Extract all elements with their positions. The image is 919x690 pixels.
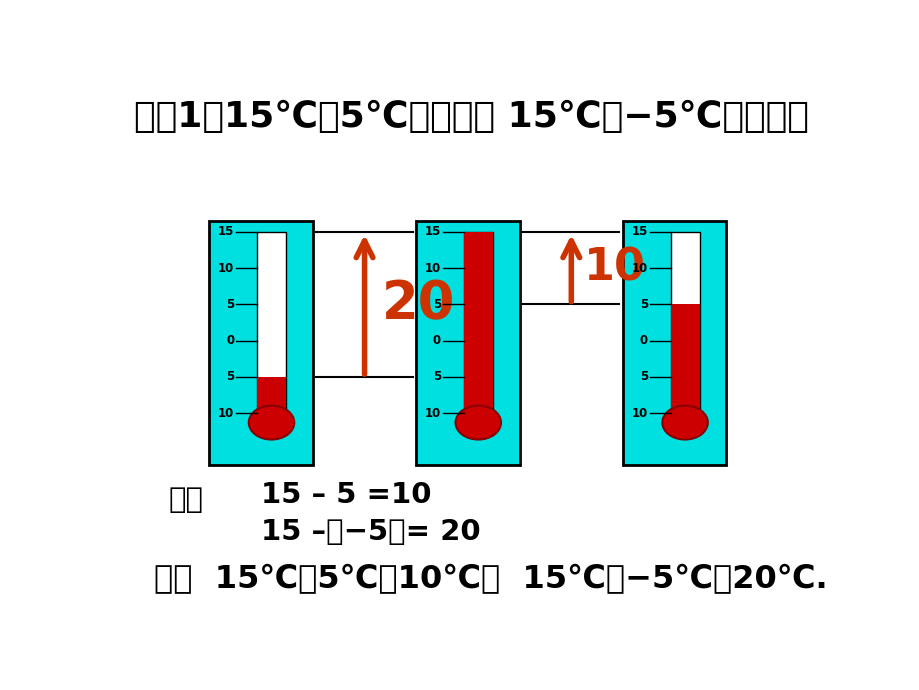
Text: 10: 10 bbox=[218, 406, 234, 420]
Text: 15: 15 bbox=[425, 226, 440, 239]
Text: 解：: 解： bbox=[168, 486, 203, 514]
Text: 5: 5 bbox=[432, 298, 440, 311]
Text: 15: 15 bbox=[630, 226, 647, 239]
Text: 10: 10 bbox=[425, 406, 440, 420]
Circle shape bbox=[662, 406, 707, 440]
Circle shape bbox=[248, 406, 294, 440]
Text: 问题1：15℃比5℃高多少？ 15℃比−5℃高多少？: 问题1：15℃比5℃高多少？ 15℃比−5℃高多少？ bbox=[134, 100, 808, 135]
Text: 15 –（−5）= 20: 15 –（−5）= 20 bbox=[261, 518, 481, 546]
Text: 答：  15℃比5℃高10℃，  15℃比−5℃高20℃.: 答： 15℃比5℃高10℃， 15℃比−5℃高20℃. bbox=[154, 564, 827, 595]
Bar bbox=[670, 304, 698, 413]
Text: 0: 0 bbox=[433, 334, 440, 347]
Bar bbox=[256, 232, 286, 413]
Text: 15 – 5 =10: 15 – 5 =10 bbox=[261, 480, 431, 509]
Bar bbox=[210, 221, 312, 465]
Bar bbox=[622, 221, 726, 465]
Text: 5: 5 bbox=[432, 371, 440, 384]
Text: 0: 0 bbox=[639, 334, 647, 347]
Text: 5: 5 bbox=[226, 371, 234, 384]
Bar bbox=[463, 232, 493, 413]
Bar bbox=[256, 377, 286, 413]
Circle shape bbox=[455, 406, 501, 440]
Text: 10: 10 bbox=[584, 247, 645, 290]
Text: 10: 10 bbox=[630, 406, 647, 420]
Bar bbox=[415, 221, 519, 465]
Text: 5: 5 bbox=[226, 298, 234, 311]
Bar bbox=[670, 232, 698, 413]
Bar bbox=[463, 232, 493, 413]
Text: 10: 10 bbox=[630, 262, 647, 275]
Text: 5: 5 bbox=[639, 298, 647, 311]
Text: 20: 20 bbox=[382, 279, 455, 331]
Text: 0: 0 bbox=[226, 334, 234, 347]
Text: 5: 5 bbox=[639, 371, 647, 384]
Text: 15: 15 bbox=[218, 226, 234, 239]
Text: 10: 10 bbox=[218, 262, 234, 275]
Text: 10: 10 bbox=[425, 262, 440, 275]
